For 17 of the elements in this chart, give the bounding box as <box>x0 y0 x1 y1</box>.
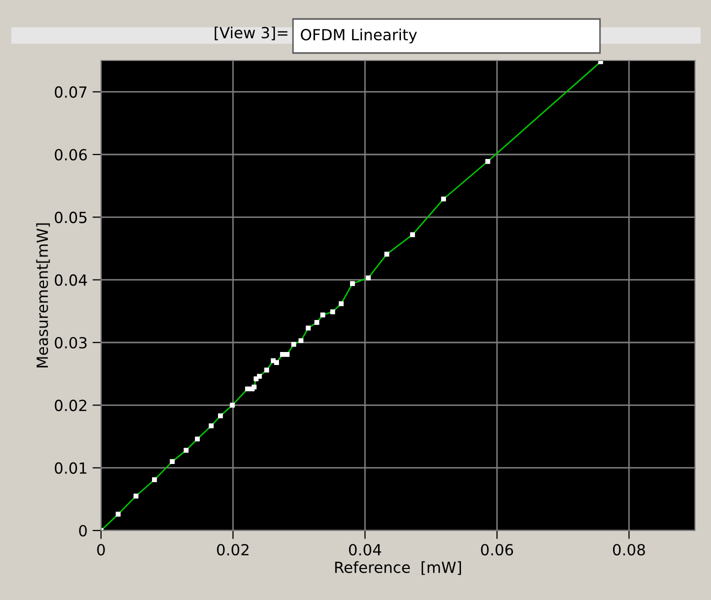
y-tick-label: 0.05 <box>54 212 86 224</box>
y-axis-title: Measurement[mW] <box>36 223 50 368</box>
y-tick-label: 0.01 <box>54 462 86 474</box>
y-tick-label: 0.02 <box>54 400 86 412</box>
x-tick-label: 0.04 <box>349 544 382 556</box>
text: [View 3]= <box>214 26 288 40</box>
x-axis-title: Reference [mW] <box>335 561 461 575</box>
y-tick-label: 0.04 <box>54 274 87 286</box>
x-tick-label: 0.02 <box>217 544 248 556</box>
chart-title: OFDM Linearity <box>300 28 417 44</box>
y-tick-label: 0 <box>79 524 87 537</box>
x-tick-label: 0.06 <box>481 544 514 556</box>
x-tick-label: 0.08 <box>613 544 645 556</box>
y-tick-label: 0.06 <box>54 148 87 161</box>
x-tick-label: 0 <box>97 544 105 556</box>
y-tick-label: 0.03 <box>54 336 87 349</box>
y-tick-label: 0.07 <box>54 86 86 98</box>
